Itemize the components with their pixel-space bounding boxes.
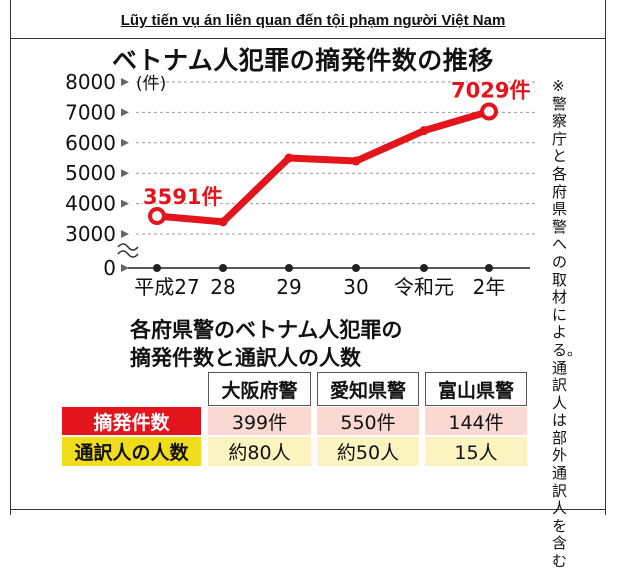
column-header: 愛知県警 (317, 372, 419, 406)
y-tick-marker (121, 138, 129, 147)
data-point (148, 207, 166, 226)
data-point (480, 102, 498, 121)
data-point (218, 217, 228, 227)
table-cell: 144件 (425, 407, 527, 435)
x-tick-dot (420, 264, 428, 272)
table-cell: 550件 (317, 407, 419, 435)
x-tick-label: 29 (276, 275, 301, 299)
y-tick-marker (121, 108, 129, 117)
source-note: ※警察庁と各府県警への取材による。通訳人は部外通訳人を含む (552, 77, 583, 571)
x-tick-dot (485, 264, 493, 272)
x-tick-label: 2年 (473, 275, 506, 299)
y-tick-marker (121, 264, 129, 272)
y-tick-label: 6000 (65, 131, 116, 155)
bottom-divider (10, 509, 606, 510)
table-cell: 15人 (425, 437, 527, 466)
x-tick-label: 30 (343, 275, 368, 299)
y-tick-marker (121, 78, 129, 86)
table-cell: 399件 (208, 407, 311, 435)
chart-title: ベトナム人犯罪の摘発件数の推移 (112, 46, 494, 75)
y-tick-marker (121, 230, 129, 238)
y-tick-label: 5000 (65, 161, 116, 185)
caption: Lũy tiến vụ án liên quan đến tội phạm ng… (120, 12, 506, 29)
data-point (419, 126, 429, 136)
row-label: 通訳人の人数 (62, 437, 201, 466)
row-label: 摘発件数 (62, 407, 201, 435)
x-tick-label: 28 (210, 275, 235, 299)
table-cell: 約50人 (317, 437, 419, 466)
y-tick-label: 0 (103, 256, 116, 280)
data-point (284, 153, 294, 163)
image-frame (10, 0, 606, 515)
x-tick-dot (352, 264, 360, 272)
y-tick-label: 7000 (65, 100, 116, 124)
y-tick-marker (121, 199, 129, 208)
y-tick-label: 3000 (65, 222, 116, 246)
y-unit-label: (件) (136, 74, 166, 94)
caption-divider (10, 38, 606, 39)
data-label: 3591件 (143, 185, 222, 209)
y-tick-marker (121, 169, 129, 178)
table-cell: 約80人 (208, 437, 311, 466)
x-tick-dot (219, 264, 227, 272)
data-label: 7029件 (451, 79, 530, 103)
x-tick-label: 令和元 (394, 275, 454, 299)
column-header: 富山県警 (425, 372, 527, 406)
axis-break-icon (117, 243, 139, 258)
data-point (351, 156, 361, 166)
column-header: 大阪府警 (208, 372, 311, 406)
table-title-line1: 各府県警のベトナム人犯罪の (130, 318, 403, 342)
x-tick-label: 平成27 (134, 275, 199, 299)
x-tick-dot (285, 264, 293, 272)
table-title-line2: 摘発件数と通訳人の人数 (130, 346, 361, 370)
y-tick-label: 8000 (65, 70, 116, 94)
series-line (153, 108, 493, 226)
y-tick-label: 4000 (65, 192, 116, 216)
line-chart: 8000 7000 6000 5000 4000 3000 0 (件) 平成27 28 29 30 令和… (65, 70, 535, 299)
x-tick-dot (153, 264, 161, 272)
